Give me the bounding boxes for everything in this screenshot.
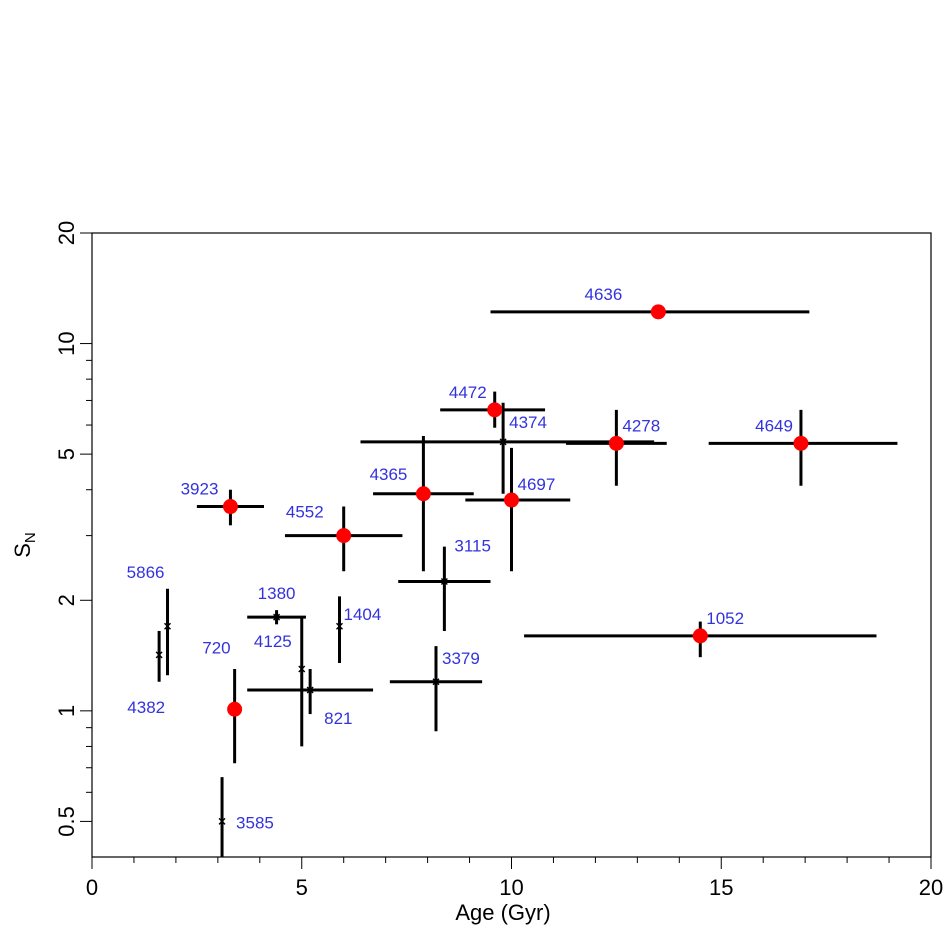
y-tick-label: 10 [54, 331, 79, 355]
x-tick-label: 20 [919, 875, 943, 900]
y-tick-label: 1 [54, 705, 79, 717]
x-tick-label: 15 [709, 875, 733, 900]
y-axis-label-main: S [10, 543, 35, 558]
point-label: 4382 [127, 698, 165, 717]
x-tick-label: 0 [86, 875, 98, 900]
point-label: 3923 [181, 480, 219, 499]
y-axis-ticks: 0.5 1 2 5 10 20 [54, 221, 92, 837]
data-markers [155, 304, 809, 825]
y-axis-label: SN [10, 532, 39, 558]
point-labels: 4636 4472 4278 4649 4365 4697 3923 4552 1052 720 4… [127, 285, 793, 833]
y-tick-label: 5 [54, 448, 79, 460]
data-point-circle [793, 435, 809, 451]
data-point-cross [155, 651, 163, 659]
data-point-cross [218, 817, 226, 825]
data-point-circle [650, 304, 666, 320]
data-point-circle [227, 701, 243, 717]
point-label: 4636 [584, 285, 622, 304]
y-axis-label-sub: N [22, 532, 39, 543]
data-point-circle [692, 628, 708, 644]
y-tick-label: 2 [54, 594, 79, 606]
data-point-cross [298, 665, 306, 673]
point-label: 1380 [258, 584, 296, 603]
point-label: 720 [202, 638, 230, 657]
data-point-cross [499, 438, 507, 446]
x-tick-label: 5 [296, 875, 308, 900]
y-tick-label: 20 [54, 221, 79, 245]
data-point-cross [440, 577, 448, 585]
x-axis-ticks: 0 5 10 15 20 [86, 857, 943, 900]
data-point-circle [487, 402, 503, 418]
point-label: 4697 [518, 475, 556, 494]
data-point-cross [336, 622, 343, 630]
point-label: 821 [324, 709, 352, 728]
data-point-circle [222, 499, 238, 515]
data-point-cross [273, 613, 281, 621]
data-point-circle [415, 486, 431, 502]
data-point-cross [432, 678, 440, 686]
x-axis-label: Age (Gyr) [455, 900, 550, 925]
point-label: 4374 [509, 413, 547, 432]
point-label: 4552 [286, 503, 324, 522]
point-label: 1404 [344, 605, 382, 624]
point-label: 3379 [442, 649, 480, 668]
data-point-circle [608, 435, 624, 451]
point-label: 1052 [706, 609, 744, 628]
data-point-cross [164, 622, 172, 630]
x-tick-label: 10 [499, 875, 523, 900]
point-label: 4649 [755, 416, 793, 435]
data-point-circle [504, 492, 519, 508]
point-label: 3115 [454, 536, 491, 555]
point-label: 4472 [449, 383, 487, 402]
point-label: 4278 [622, 416, 660, 435]
data-point-cross [306, 686, 314, 694]
axes: 0 5 10 15 20 0.5 1 2 5 10 20 Age (Gyr) SN [10, 221, 943, 925]
point-label: 4125 [254, 632, 292, 651]
point-label: 4365 [370, 465, 408, 484]
point-label: 3585 [236, 813, 274, 832]
data-point-circle [336, 528, 352, 544]
point-label: 5866 [127, 563, 165, 582]
y-tick-label: 0.5 [54, 806, 79, 837]
